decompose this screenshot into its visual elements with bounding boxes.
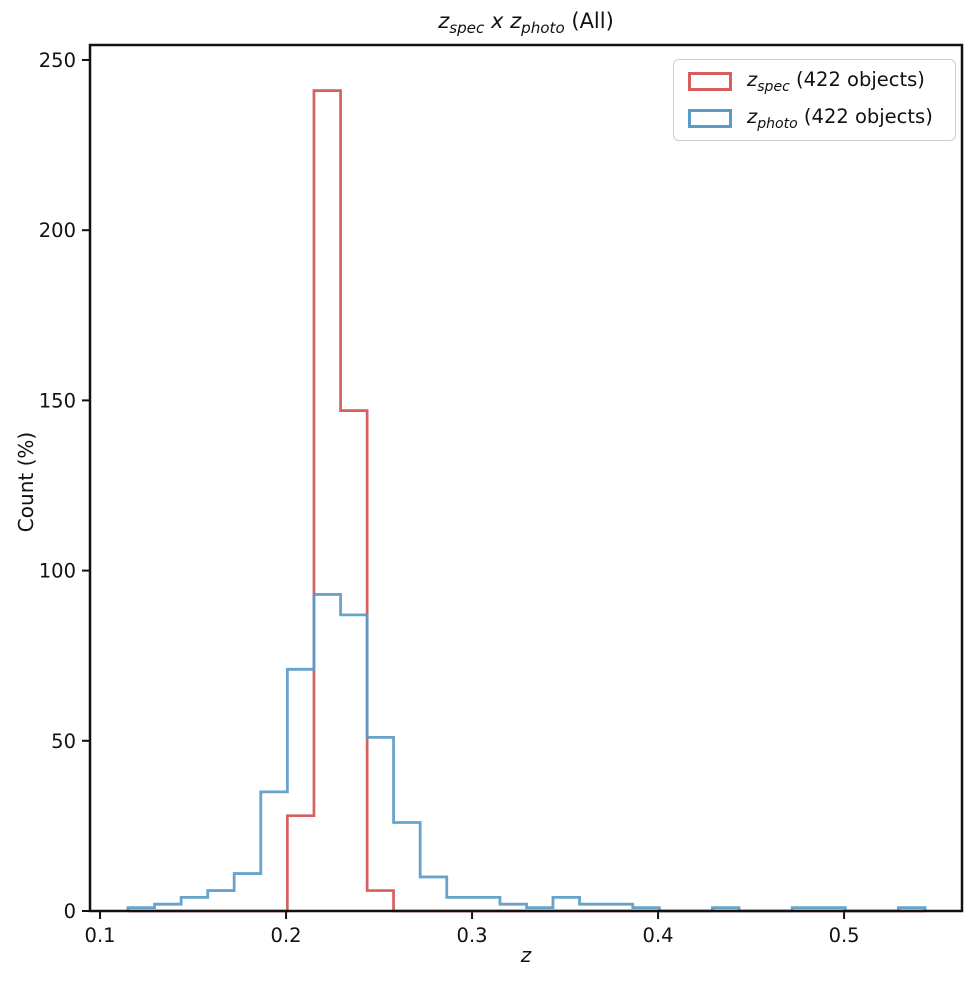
title-x: x	[484, 9, 511, 33]
title-z-spec: z	[438, 9, 450, 33]
y-tick-label: 0	[64, 900, 76, 923]
title-z-photo: z	[510, 9, 522, 33]
x-tick-label: 0.1	[85, 924, 116, 947]
y-tick-label: 150	[39, 389, 76, 412]
legend-label-zphoto: zphoto (422 objects)	[747, 105, 933, 132]
y-tick-label: 200	[39, 219, 76, 242]
title-suffix: (All)	[564, 9, 614, 33]
chart-title: zspec x zphoto (All)	[90, 9, 962, 37]
plot-spines	[88, 43, 964, 913]
series-zspec-step	[127, 89, 925, 913]
title-sub-photo: photo	[521, 19, 565, 38]
title-sub-spec: spec	[449, 19, 485, 38]
y-tick-label: 50	[51, 730, 76, 753]
zspec-swatch-icon	[688, 72, 732, 92]
legend: zspec (422 objects) zphoto (422 objects)	[673, 59, 956, 141]
x-tick-label: 0.5	[829, 924, 860, 947]
y-tick-label: 100	[39, 560, 76, 583]
legend-item-zphoto: zphoto (422 objects)	[688, 105, 955, 132]
x-tick-label: 0.3	[457, 924, 488, 947]
x-tick-label: 0.2	[271, 924, 302, 947]
zphoto-swatch-icon	[688, 108, 732, 128]
x-axis-label: z	[520, 943, 532, 967]
legend-label-zspec: zspec (422 objects)	[747, 68, 925, 95]
y-tick-label: 250	[39, 49, 76, 72]
legend-item-zspec: zspec (422 objects)	[688, 68, 955, 95]
y-axis-label: Count (%)	[14, 431, 38, 533]
series-zphoto-step	[126, 593, 927, 913]
x-tick-label: 0.4	[643, 924, 674, 947]
